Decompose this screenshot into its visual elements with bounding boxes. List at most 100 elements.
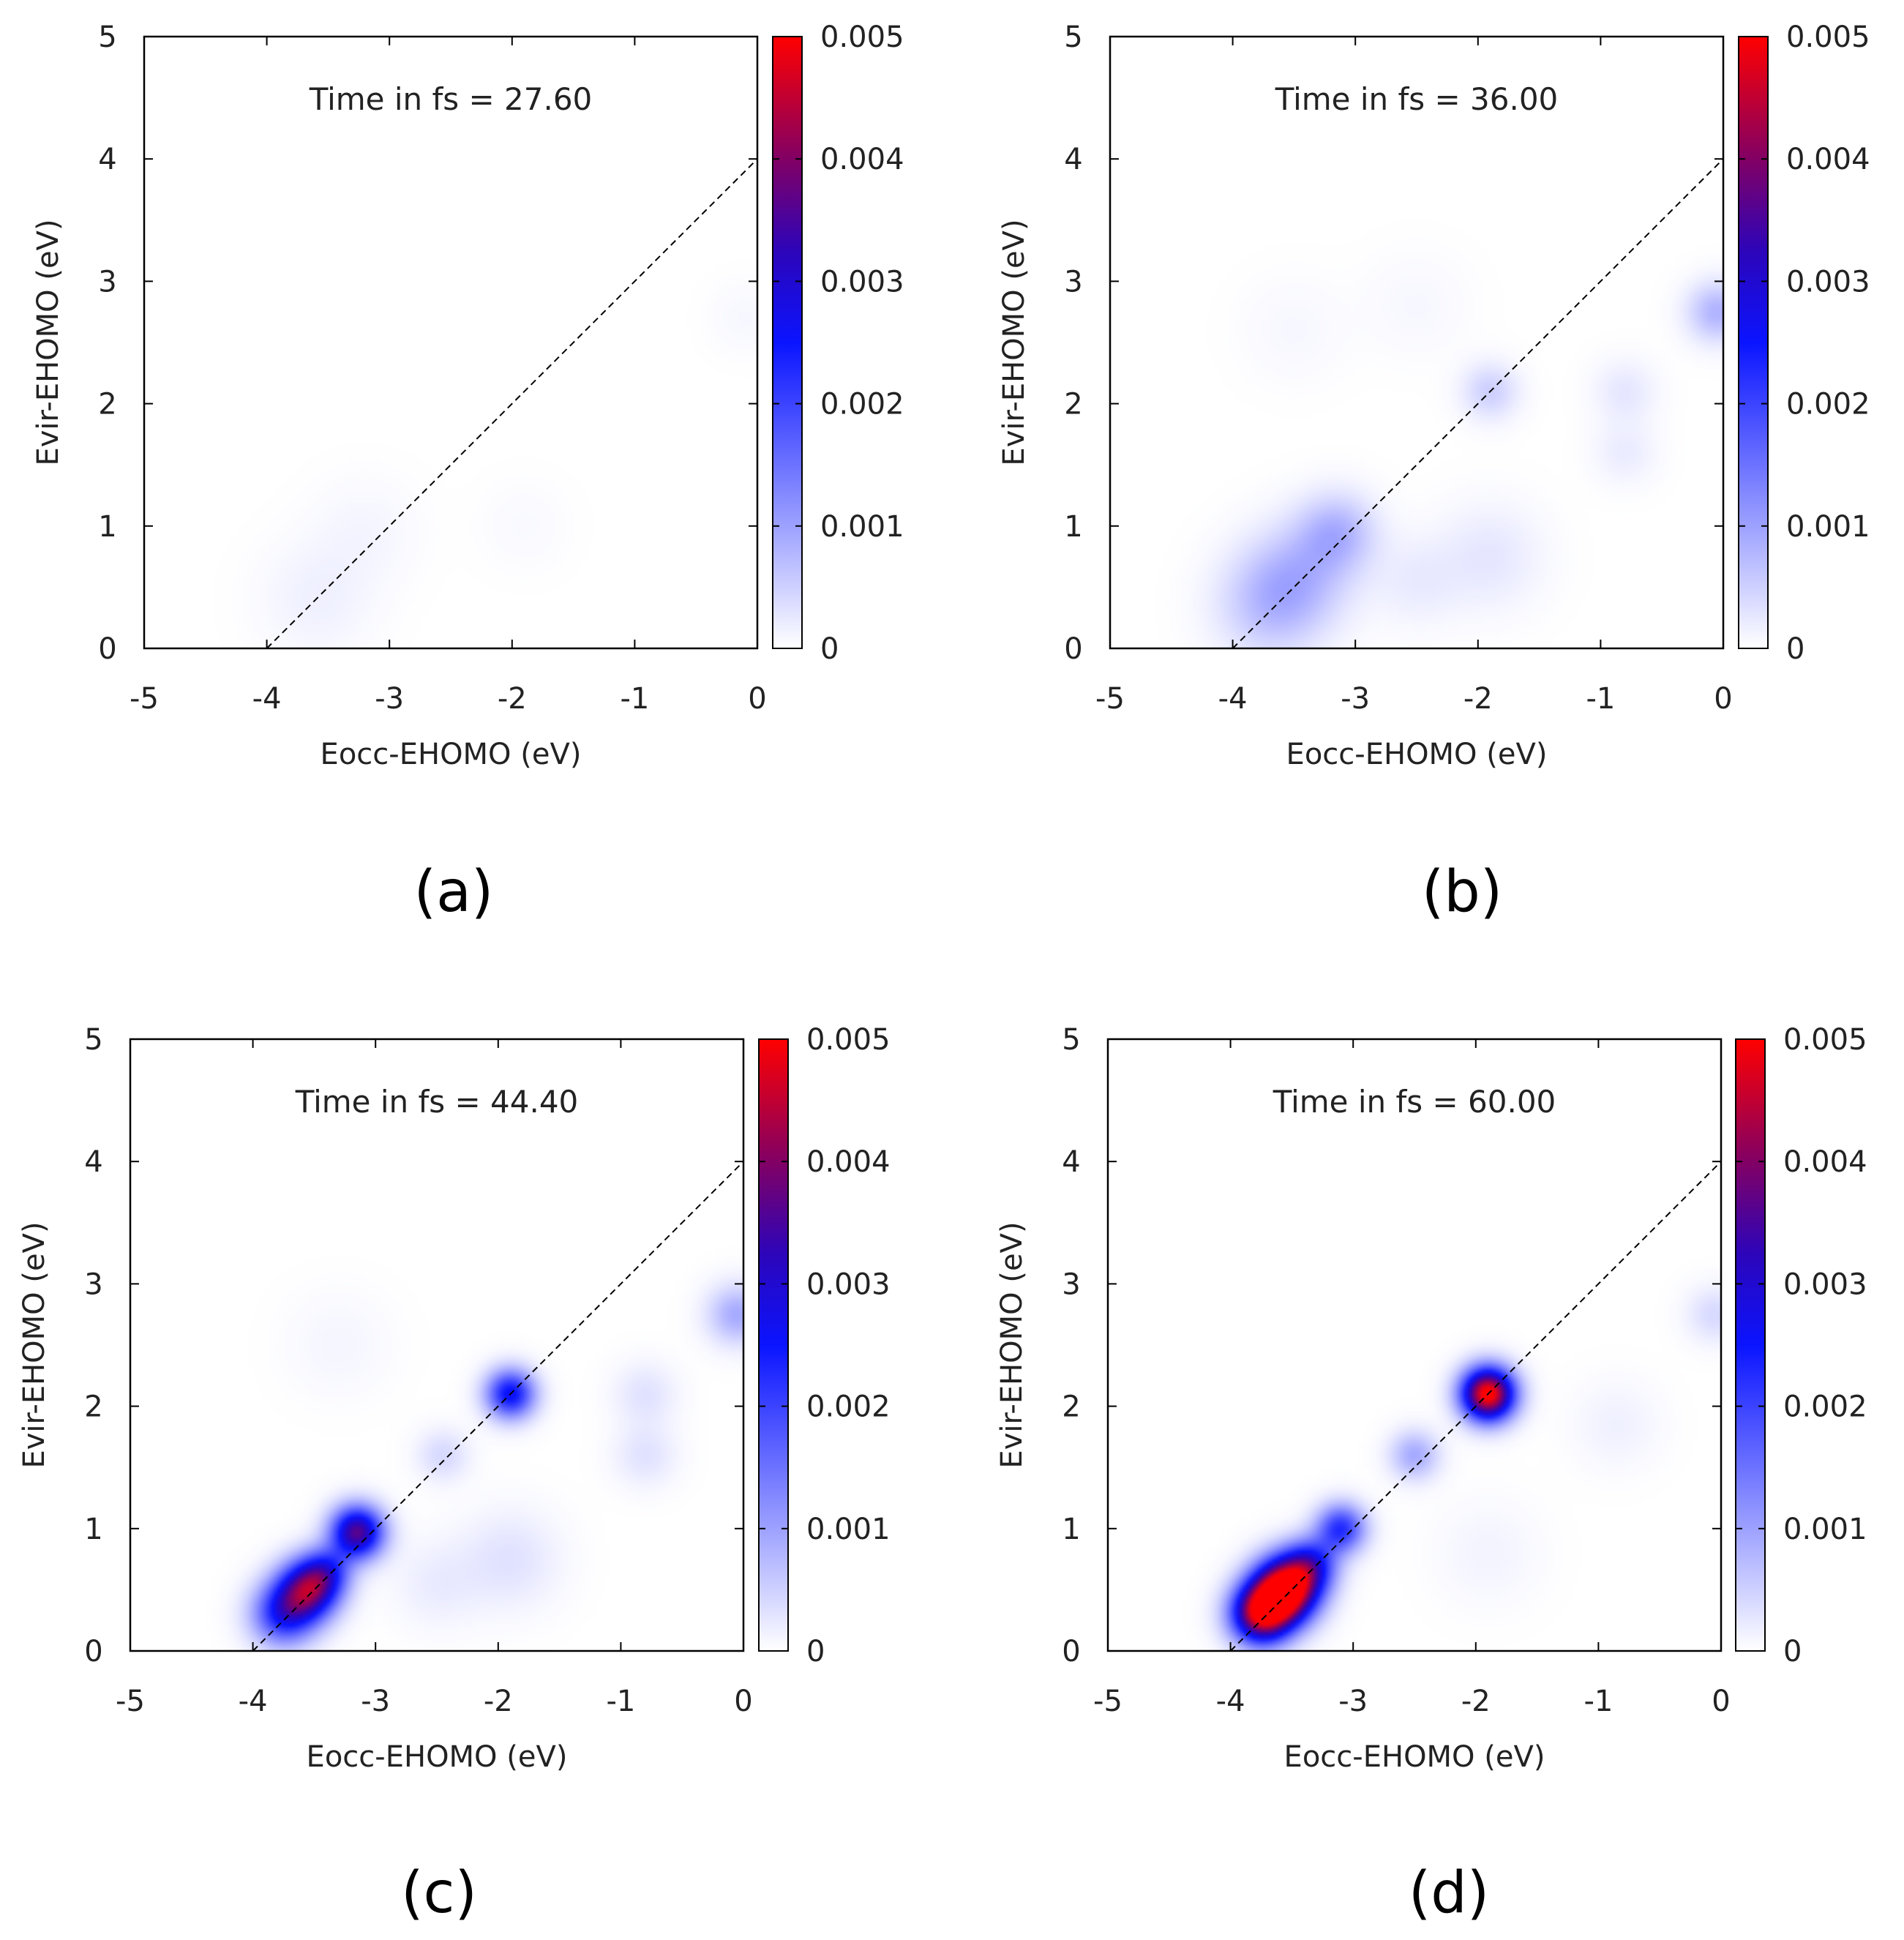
colorbar-tick-label: 0.001	[1786, 510, 1870, 544]
reference-line	[252, 1161, 744, 1652]
y-tick-label: 0	[1062, 1635, 1080, 1669]
panel-d: -5 -4 -3 -2 -1 0 0 1 2 3 4 5 Eocc-EHOMO (eV) Evir-EHO…	[995, 1023, 1867, 1926]
x-axis-label: Eocc-EHOMO (eV)	[1286, 738, 1548, 771]
time-annotation: Time in fs = 60.00	[1273, 1084, 1556, 1120]
x-tick-label: -1	[1583, 1685, 1613, 1718]
y-tick-label: 2	[1062, 1390, 1080, 1424]
y-tick-label: 1	[98, 510, 116, 544]
colorbar-tick-label: 0.001	[806, 1513, 891, 1546]
x-tick-label: -2	[498, 682, 527, 716]
colorbar-tick-label: 0	[1786, 632, 1804, 666]
heatmap-image	[144, 37, 757, 648]
x-axis-label: Eocc-EHOMO (eV)	[321, 738, 582, 771]
y-tick-label: 0	[84, 1635, 102, 1669]
colorbar-tick-label: 0.002	[1786, 388, 1870, 422]
y-tick-label: 3	[84, 1267, 102, 1301]
x-tick-label: -2	[1461, 1685, 1491, 1718]
x-tick-label: -5	[116, 1685, 145, 1718]
colorbar-tick-label: 0.004	[806, 1145, 891, 1179]
x-tick-label: 0	[1714, 682, 1732, 716]
y-tick-label: 3	[98, 265, 116, 299]
x-tick-label: -3	[361, 1685, 390, 1718]
reference-line	[1232, 158, 1724, 649]
x-tick-label: -3	[375, 682, 404, 716]
colorbar-tick-label: 0.003	[1783, 1267, 1867, 1301]
time-annotation: Time in fs = 27.60	[309, 81, 593, 117]
panel-c: -5 -4 -3 -2 -1 0 0 1 2 3 4 5 Eocc-EHOMO (eV) Evir-EHO…	[18, 1023, 891, 1926]
panel-a: -5 -4 -3 -2 -1 0 0 1 2 3 4 5 Eocc-EHOMO (eV) Evir-EHO…	[31, 20, 904, 925]
plot-frame	[1109, 35, 1725, 650]
panel-label: (b)	[1422, 859, 1502, 925]
y-axis-label: Evir-EHOMO (eV)	[997, 219, 1031, 465]
colorbar-tick-label: 0.005	[820, 20, 904, 54]
y-tick-label: 5	[1062, 1023, 1080, 1057]
x-tick-label: 0	[1712, 1685, 1730, 1718]
y-tick-label: 2	[1064, 388, 1082, 422]
colorbar: 0 0.001 0.002 0.003 0.004 0.005	[772, 20, 904, 666]
colorbar-tick-label: 0.004	[1786, 143, 1870, 176]
colorbar-tick-label: 0.004	[1783, 1145, 1867, 1179]
panel-label: (a)	[414, 859, 494, 925]
y-tick-label: 5	[84, 1023, 102, 1057]
y-tick-label: 2	[98, 388, 116, 422]
x-tick-label: -5	[130, 682, 159, 716]
colorbar-tick-label: 0.003	[820, 265, 904, 299]
x-tick-label: 0	[748, 682, 766, 716]
y-tick-label: 1	[1062, 1513, 1080, 1546]
x-tick-label: 0	[734, 1685, 752, 1718]
x-tick-label: -1	[606, 1685, 635, 1718]
colorbar-gradient	[1738, 36, 1769, 649]
y-tick-label: 2	[84, 1390, 102, 1424]
colorbar: 0 0.001 0.002 0.003 0.004 0.005	[758, 1023, 891, 1669]
colorbar-gradient	[772, 36, 803, 649]
reference-line	[1229, 1161, 1722, 1652]
x-tick-label: -4	[239, 1685, 268, 1718]
colorbar: 0 0.001 0.002 0.003 0.004 0.005	[1735, 1023, 1867, 1669]
colorbar-tick-label: 0.005	[806, 1023, 891, 1057]
y-tick-label: 4	[1062, 1145, 1080, 1179]
x-axis-label: Eocc-EHOMO (eV)	[307, 1740, 568, 1774]
heatmap-image	[1110, 37, 1723, 648]
time-annotation: Time in fs = 44.40	[295, 1084, 579, 1120]
x-tick-label: -5	[1093, 1685, 1122, 1718]
colorbar-tick-label: 0.003	[1786, 265, 1870, 299]
y-tick-label: 5	[98, 20, 116, 54]
x-tick-label: -2	[484, 1685, 513, 1718]
plot-frame	[129, 1038, 745, 1652]
plot-frame	[143, 35, 759, 650]
colorbar-tick-label: 0.002	[1783, 1390, 1867, 1424]
y-axis-label: Evir-EHOMO (eV)	[31, 219, 65, 465]
colorbar-gradient	[1735, 1038, 1766, 1652]
reference-line	[266, 158, 758, 649]
colorbar-tick-label: 0	[1783, 1635, 1802, 1669]
plot-frame	[1106, 1038, 1723, 1652]
y-tick-label: 1	[1064, 510, 1082, 544]
y-tick-label: 4	[84, 1145, 102, 1179]
y-tick-label: 1	[84, 1513, 102, 1546]
y-tick-label: 4	[98, 143, 116, 176]
x-axis-label: Eocc-EHOMO (eV)	[1284, 1740, 1545, 1774]
heatmap-image	[1108, 1039, 1721, 1651]
x-tick-label: -2	[1463, 682, 1493, 716]
colorbar-tick-label: 0.001	[820, 510, 904, 544]
colorbar-tick-label: 0	[820, 632, 839, 666]
x-tick-label: -1	[1586, 682, 1615, 716]
colorbar-tick-label: 0.002	[806, 1390, 891, 1424]
y-tick-label: 0	[98, 632, 116, 666]
colorbar-tick-label: 0.001	[1783, 1513, 1867, 1546]
colorbar-tick-label: 0.004	[820, 143, 904, 176]
time-annotation: Time in fs = 36.00	[1275, 81, 1559, 117]
colorbar-tick-label: 0.005	[1783, 1023, 1867, 1057]
y-tick-label: 0	[1064, 632, 1082, 666]
x-tick-label: -4	[1218, 682, 1248, 716]
colorbar: 0 0.001 0.002 0.003 0.004 0.005	[1738, 20, 1870, 666]
heatmap-image	[130, 1039, 743, 1651]
panel-b: -5 -4 -3 -2 -1 0 0 1 2 3 4 5 Eocc-EHOMO (eV) Evir-EHO…	[997, 20, 1870, 925]
y-axis-label: Evir-EHOMO (eV)	[18, 1221, 51, 1468]
colorbar-tick-label: 0.005	[1786, 20, 1870, 54]
x-tick-label: -4	[252, 682, 282, 716]
colorbar-tick-label: 0.002	[820, 388, 904, 422]
colorbar-tick-label: 0.003	[806, 1267, 891, 1301]
panel-label: (c)	[401, 1860, 477, 1926]
